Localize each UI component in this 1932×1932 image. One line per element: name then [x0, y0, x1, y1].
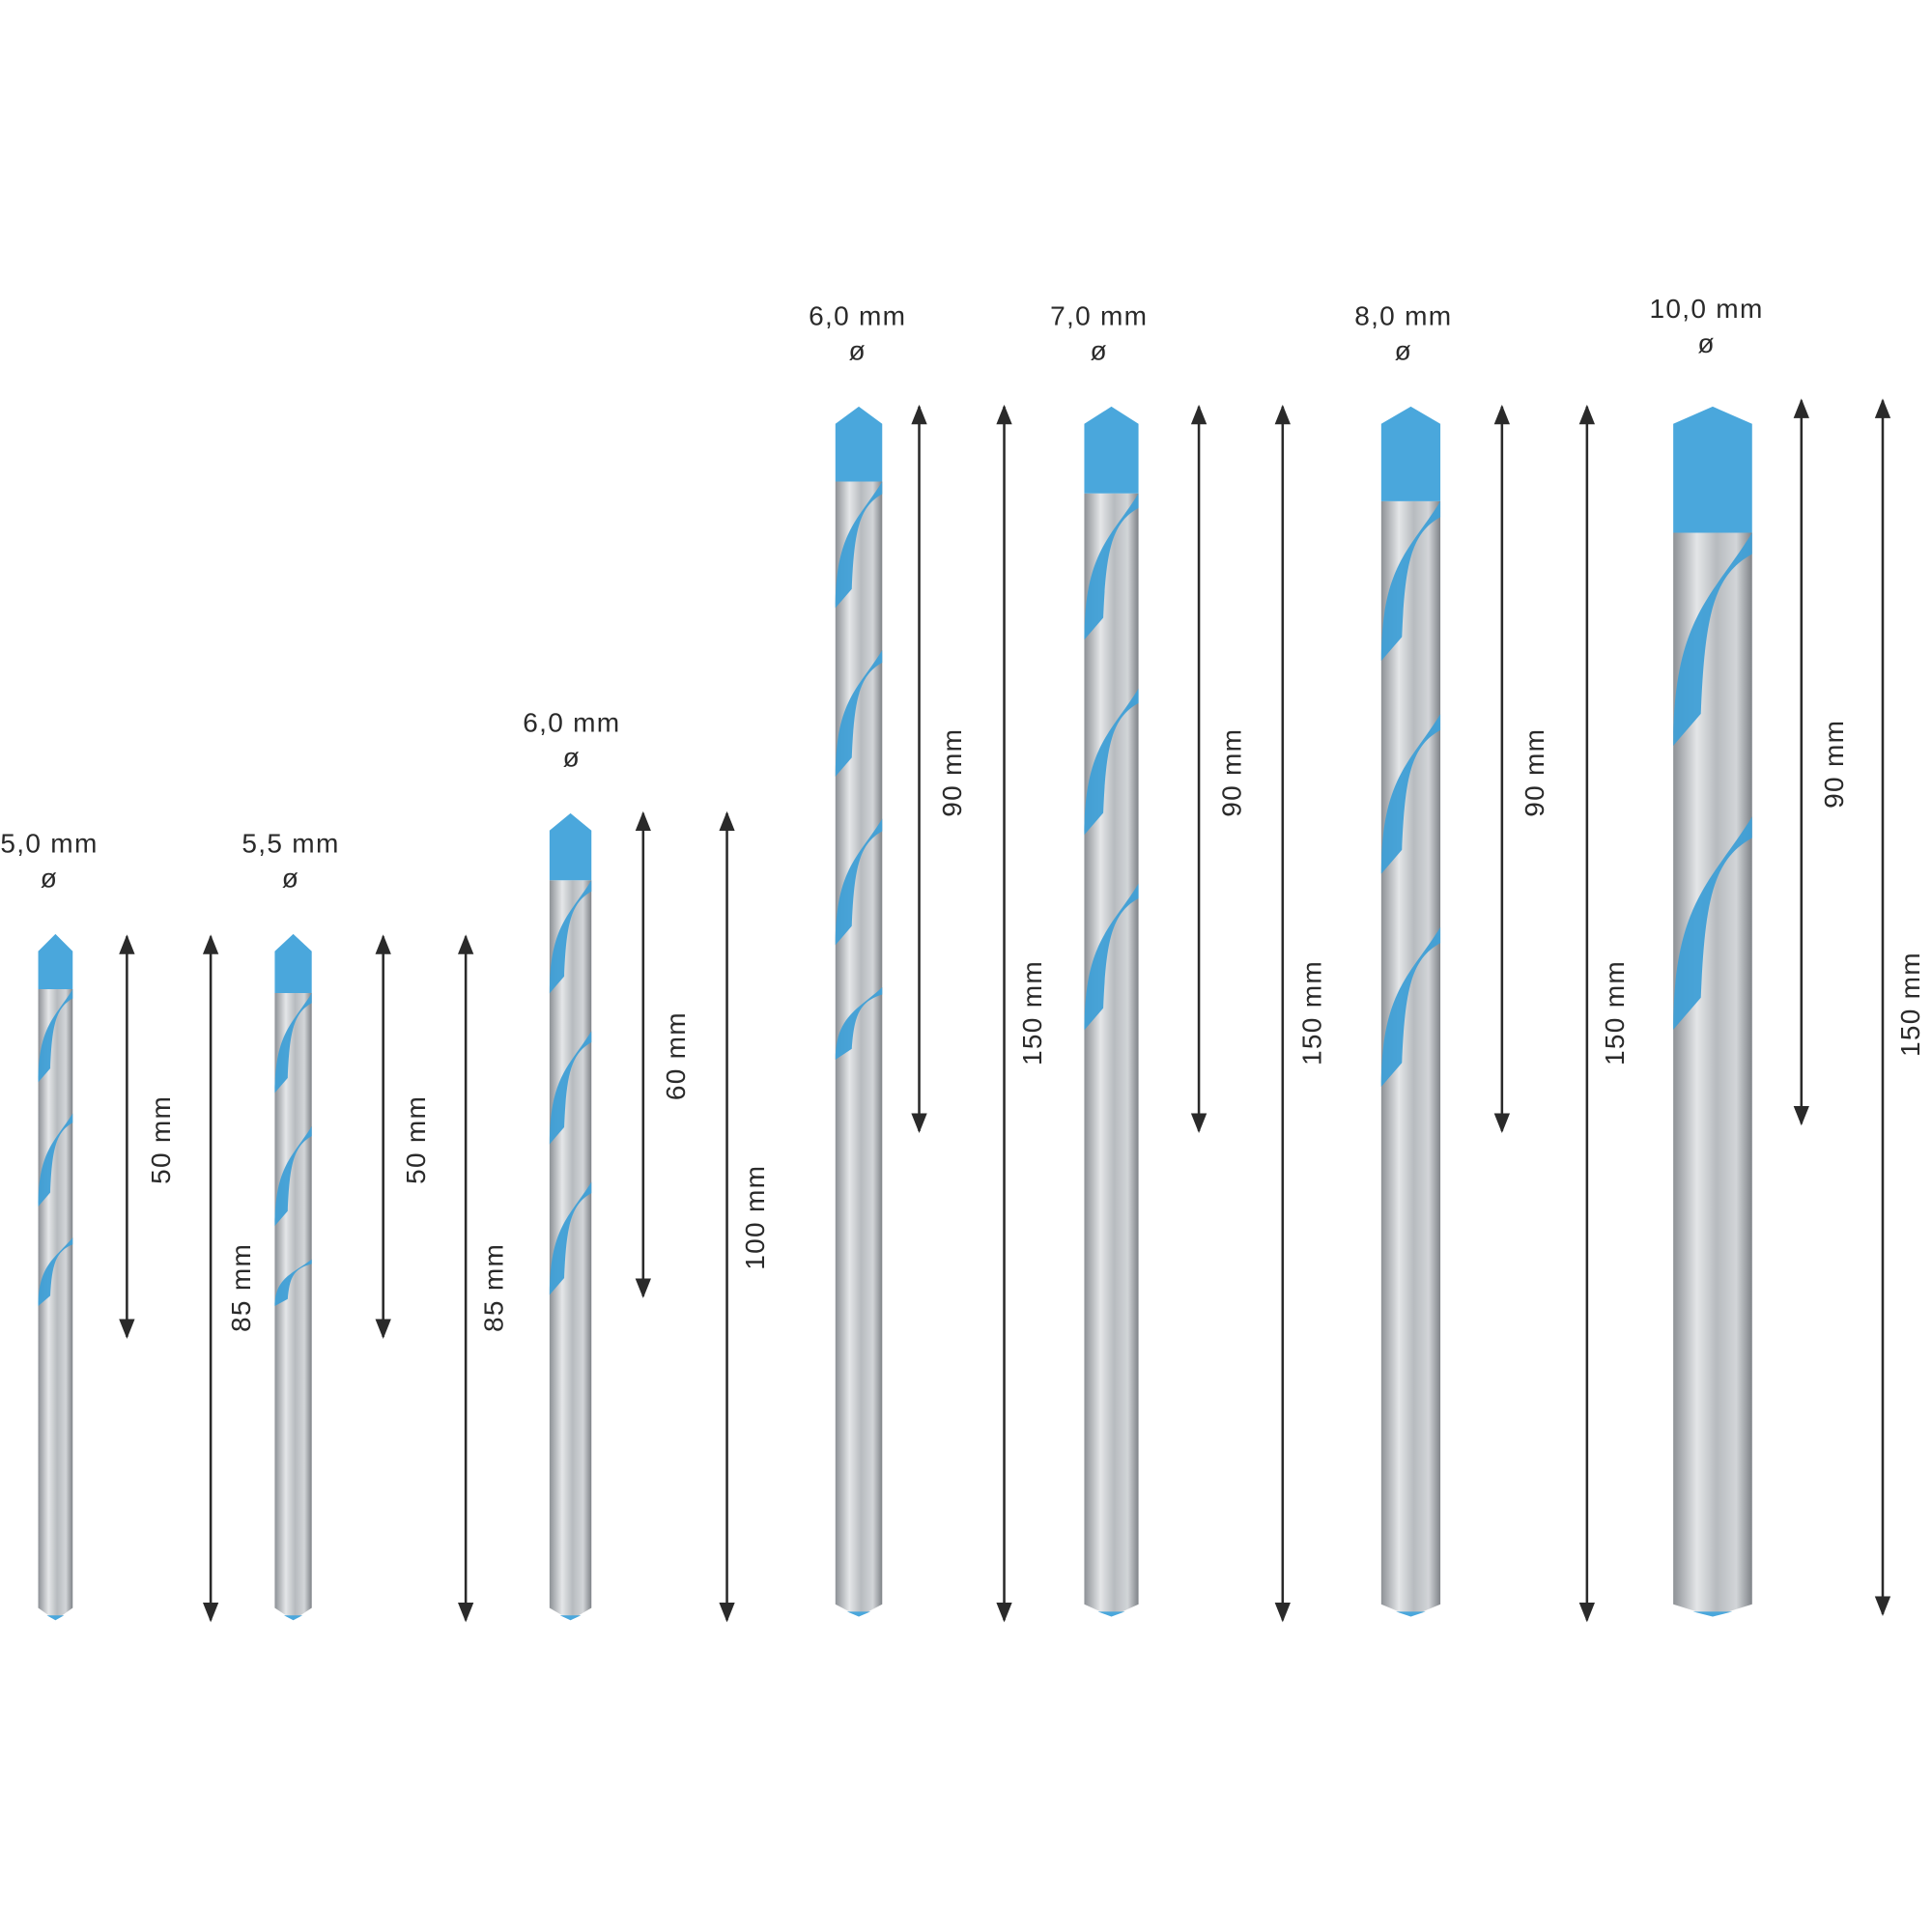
flute-length-label: 90 mm — [1819, 720, 1849, 809]
diameter-label: 5,0 mm — [0, 829, 98, 859]
spiral-flute — [274, 1259, 312, 1307]
shank-end — [46, 1615, 65, 1621]
flute-length-label: 50 mm — [146, 1095, 176, 1184]
carbide-tip — [835, 406, 883, 482]
spiral-flute — [835, 481, 883, 609]
spiral-flute — [835, 818, 883, 946]
flute-length-label: 60 mm — [661, 1011, 691, 1100]
shank-end — [1396, 1611, 1426, 1617]
diameter-label: 8,0 mm — [1354, 301, 1452, 331]
spiral-flute — [38, 1113, 73, 1207]
diameter-symbol: ø — [1395, 335, 1412, 365]
total-length-label: 150 mm — [1895, 952, 1925, 1057]
spiral-flute — [1380, 500, 1441, 662]
diameter-symbol: ø — [282, 863, 299, 893]
shank — [1673, 532, 1752, 1617]
diameter-symbol: ø — [1091, 335, 1108, 365]
total-length-label: 150 mm — [1017, 960, 1047, 1065]
spiral-flute — [38, 988, 73, 1083]
carbide-tip — [274, 933, 312, 994]
spiral-flute — [38, 1237, 73, 1307]
flute-length-label: 90 mm — [1216, 728, 1246, 817]
shank — [835, 481, 883, 1617]
diameter-label: 7,0 mm — [1050, 301, 1148, 331]
spiral-flute — [1673, 532, 1752, 746]
drill-bit — [1380, 406, 1441, 1617]
drill-bit — [38, 933, 73, 1621]
spiral-flute — [1084, 883, 1139, 1031]
shank-end — [1692, 1611, 1733, 1617]
total-length-label: 150 mm — [1600, 960, 1630, 1065]
diameter-symbol: ø — [1697, 328, 1715, 358]
shank — [38, 988, 73, 1621]
diameter-label: 5,5 mm — [242, 829, 339, 859]
diameter-symbol: ø — [563, 742, 581, 772]
carbide-tip — [1673, 406, 1752, 533]
total-length-label: 100 mm — [740, 1165, 770, 1270]
diameter-symbol: ø — [849, 335, 867, 365]
spiral-flute — [274, 1125, 312, 1227]
spiral-flute — [1380, 926, 1441, 1087]
total-length-label: 85 mm — [478, 1243, 508, 1332]
spiral-flute — [1084, 688, 1139, 836]
diameter-label: 6,0 mm — [809, 301, 906, 331]
drill-bit — [835, 406, 883, 1617]
diameter-label: 6,0 mm — [523, 708, 620, 738]
drill-bit — [1084, 406, 1139, 1617]
diameter-label: 10,0 mm — [1650, 294, 1764, 324]
spiral-flute — [835, 986, 883, 1060]
flute-length-label: 90 mm — [937, 728, 967, 817]
flute-length-label: 90 mm — [1520, 728, 1549, 817]
diameter-symbol: ø — [41, 863, 58, 893]
shank — [1084, 493, 1139, 1617]
carbide-tip — [38, 933, 73, 989]
shank-end — [846, 1611, 871, 1617]
spiral-flute — [549, 1031, 592, 1145]
spiral-flute — [274, 993, 312, 1094]
drill-bit — [274, 933, 312, 1621]
shank — [1380, 500, 1441, 1617]
spiral-flute — [1673, 816, 1752, 1030]
total-length-label: 150 mm — [1296, 960, 1326, 1065]
drill-bit — [1673, 406, 1752, 1617]
carbide-tip — [1084, 406, 1139, 494]
shank — [549, 880, 592, 1621]
total-length-label: 85 mm — [226, 1243, 256, 1332]
drill-bit — [549, 812, 592, 1621]
shank-end — [284, 1615, 303, 1621]
spiral-flute — [1084, 493, 1139, 640]
spiral-flute — [1380, 714, 1441, 874]
flute-length-label: 50 mm — [401, 1095, 431, 1184]
spiral-flute — [835, 649, 883, 777]
spiral-flute — [549, 1181, 592, 1295]
shank — [274, 993, 312, 1621]
shank-end — [1097, 1611, 1125, 1617]
shank-end — [559, 1615, 582, 1621]
carbide-tip — [549, 812, 592, 881]
carbide-tip — [1380, 406, 1441, 501]
spiral-flute — [549, 880, 592, 994]
